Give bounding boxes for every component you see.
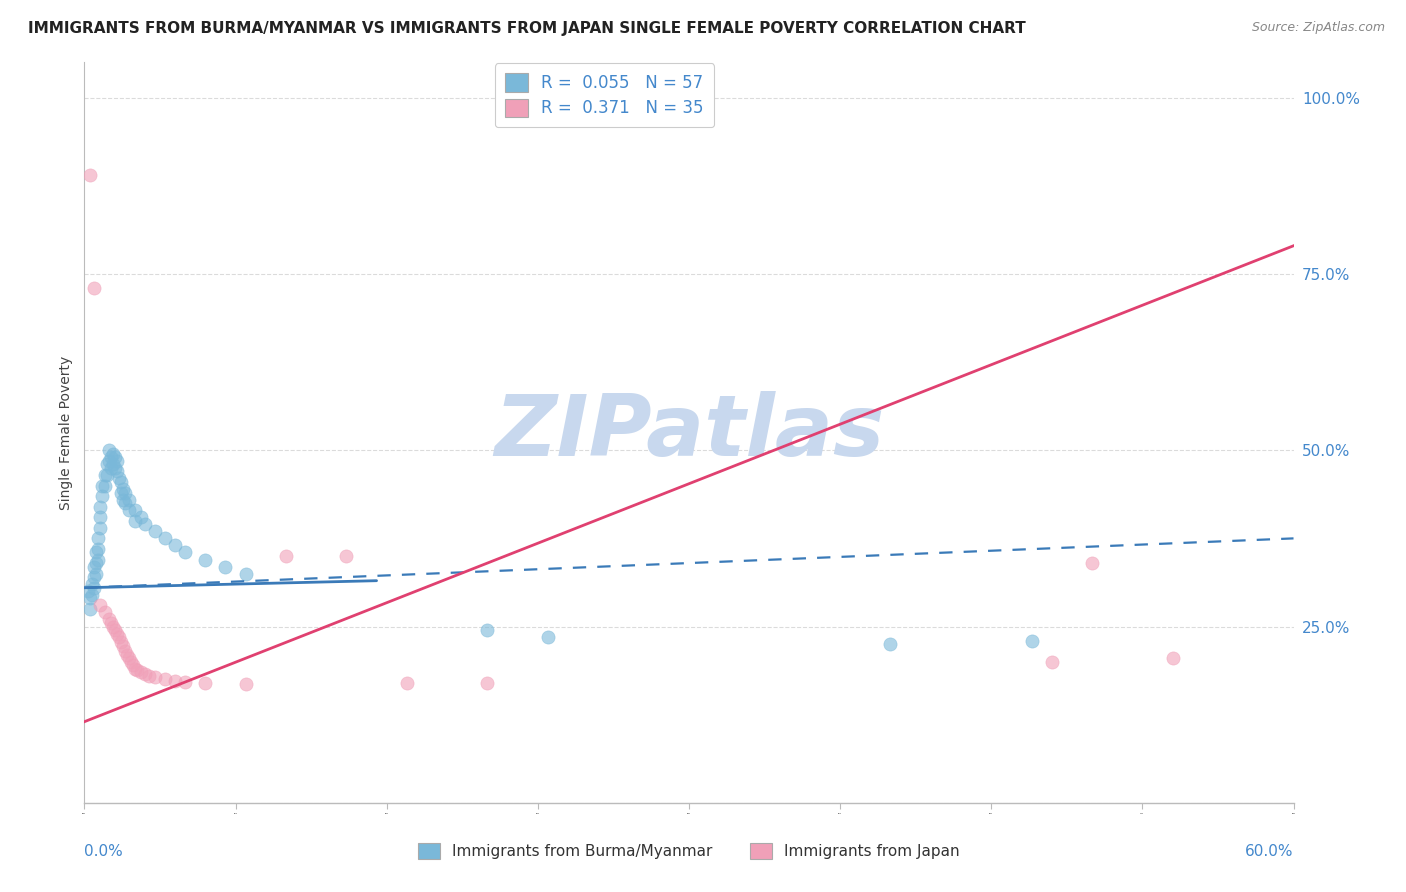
Point — [104, 623, 127, 637]
Point — [87, 552, 110, 566]
Point — [100, 615, 122, 630]
Point — [235, 677, 257, 691]
Point — [115, 648, 138, 662]
Point — [153, 532, 176, 546]
Point — [124, 503, 146, 517]
Point — [477, 623, 499, 637]
Point — [194, 552, 217, 566]
Point — [111, 482, 134, 496]
Point — [143, 524, 166, 539]
Text: Source: ZipAtlas.com: Source: ZipAtlas.com — [1251, 21, 1385, 34]
Point — [97, 454, 120, 468]
Point — [111, 492, 134, 507]
Point — [194, 676, 217, 690]
Point — [101, 447, 124, 461]
Point — [118, 492, 141, 507]
Point — [82, 577, 104, 591]
Legend: Immigrants from Burma/Myanmar, Immigrants from Japan: Immigrants from Burma/Myanmar, Immigrant… — [412, 838, 966, 865]
Point — [77, 584, 100, 599]
Point — [1040, 655, 1063, 669]
Point — [89, 599, 111, 613]
Point — [79, 168, 101, 182]
Point — [174, 545, 197, 559]
Point — [107, 630, 129, 644]
Point — [97, 612, 120, 626]
Point — [97, 443, 120, 458]
Point — [79, 591, 101, 606]
Text: ZIPatlas: ZIPatlas — [494, 391, 884, 475]
Point — [110, 485, 132, 500]
Point — [89, 500, 111, 514]
Point — [114, 496, 136, 510]
Point — [107, 471, 129, 485]
Point — [118, 503, 141, 517]
Point — [114, 485, 136, 500]
Point — [143, 670, 166, 684]
Point — [89, 521, 111, 535]
Point — [82, 588, 104, 602]
Point — [86, 566, 108, 581]
Point — [1021, 633, 1043, 648]
Point — [125, 663, 148, 677]
Point — [110, 475, 132, 489]
Point — [83, 570, 105, 584]
Point — [134, 517, 156, 532]
Point — [235, 566, 257, 581]
Point — [174, 674, 197, 689]
Point — [91, 489, 114, 503]
Point — [110, 635, 132, 649]
Point — [83, 581, 105, 595]
Point — [114, 644, 136, 658]
Text: IMMIGRANTS FROM BURMA/MYANMAR VS IMMIGRANTS FROM JAPAN SINGLE FEMALE POVERTY COR: IMMIGRANTS FROM BURMA/MYANMAR VS IMMIGRA… — [28, 21, 1026, 36]
Point — [89, 510, 111, 524]
Point — [93, 467, 115, 482]
Point — [86, 545, 108, 559]
Point — [104, 450, 127, 465]
Text: 0.0%: 0.0% — [84, 844, 124, 858]
Point — [153, 673, 176, 687]
Point — [121, 658, 143, 673]
Point — [100, 450, 122, 465]
Point — [335, 549, 357, 563]
Point — [87, 532, 110, 546]
Point — [124, 662, 146, 676]
Point — [79, 602, 101, 616]
Point — [96, 467, 118, 482]
Point — [91, 478, 114, 492]
Point — [87, 541, 110, 556]
Point — [274, 549, 297, 563]
Point — [395, 676, 418, 690]
Point — [477, 676, 499, 690]
Point — [138, 669, 160, 683]
Point — [105, 454, 128, 468]
Point — [111, 640, 134, 654]
Point — [101, 458, 124, 472]
Point — [96, 458, 118, 472]
Point — [129, 665, 152, 680]
Point — [83, 559, 105, 574]
Point — [118, 651, 141, 665]
Point — [537, 630, 560, 644]
Point — [101, 619, 124, 633]
Point — [165, 673, 187, 688]
Point — [134, 667, 156, 681]
Point — [105, 464, 128, 478]
Point — [120, 655, 142, 669]
Point — [93, 478, 115, 492]
Point — [1081, 556, 1104, 570]
Y-axis label: Single Female Poverty: Single Female Poverty — [59, 356, 73, 509]
Point — [129, 510, 152, 524]
Point — [1161, 651, 1184, 665]
Point — [100, 461, 122, 475]
Point — [93, 606, 115, 620]
Point — [124, 514, 146, 528]
Point — [105, 626, 128, 640]
Point — [83, 281, 105, 295]
Point — [165, 538, 187, 552]
Point — [104, 461, 127, 475]
Point — [879, 637, 901, 651]
Point — [214, 559, 236, 574]
Text: 60.0%: 60.0% — [1246, 844, 1294, 858]
Point — [86, 556, 108, 570]
